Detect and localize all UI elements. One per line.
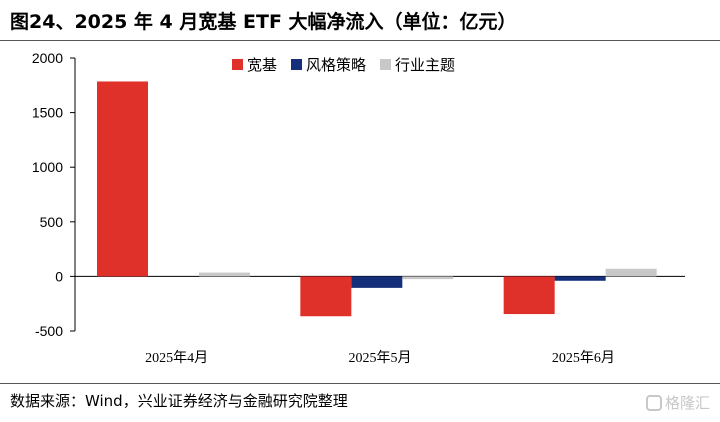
legend-label-3: 行业主题 [395,56,456,74]
bar-3-1 [199,272,250,277]
chart-title: 图24、2025 年 4 月宽基 ETF 大幅净流入（单位：亿元） [10,11,517,33]
watermark-logo-icon [645,394,662,411]
bar-2-3 [554,276,606,281]
x-category-label: 2025年4月 [145,350,208,366]
y-tick-label: 1500 [32,105,63,121]
legend-swatch-2 [291,59,303,70]
x-category-label: 2025年6月 [552,350,615,366]
legend-item-3: 行业主题 [380,54,455,75]
bar-3-3 [605,268,657,277]
y-tick-label: 1000 [32,159,63,175]
title-bar: 图24、2025 年 4 月宽基 ETF 大幅净流入（单位：亿元） [0,0,720,41]
watermark-text: 格隆汇 [664,394,710,412]
y-tick-label: 2000 [32,50,63,66]
bar-1-3 [503,276,555,315]
bar-1-2 [300,276,352,317]
y-tick-label: 500 [40,214,64,230]
footer-divider [0,383,720,384]
bar-1-1 [97,81,148,277]
y-tick-label: -500 [35,323,63,339]
source-note: 数据来源：Wind，兴业证券经济与金融研究院整理 [10,392,348,410]
legend-label-1: 宽基 [247,56,278,74]
legend-label-2: 风格策略 [306,56,367,74]
bar-2-2 [351,276,403,288]
legend-item-1: 宽基 [232,54,277,75]
watermark: 格隆汇 [645,392,710,413]
legend-swatch-1 [232,59,243,70]
bar-3-2 [402,276,454,280]
legend-swatch-3 [380,59,392,70]
legend: 宽基 风格策略 行业主题 [232,54,455,75]
x-category-label: 2025年5月 [349,350,412,366]
y-tick-label: 0 [55,268,63,284]
legend-item-2: 风格策略 [291,54,366,75]
